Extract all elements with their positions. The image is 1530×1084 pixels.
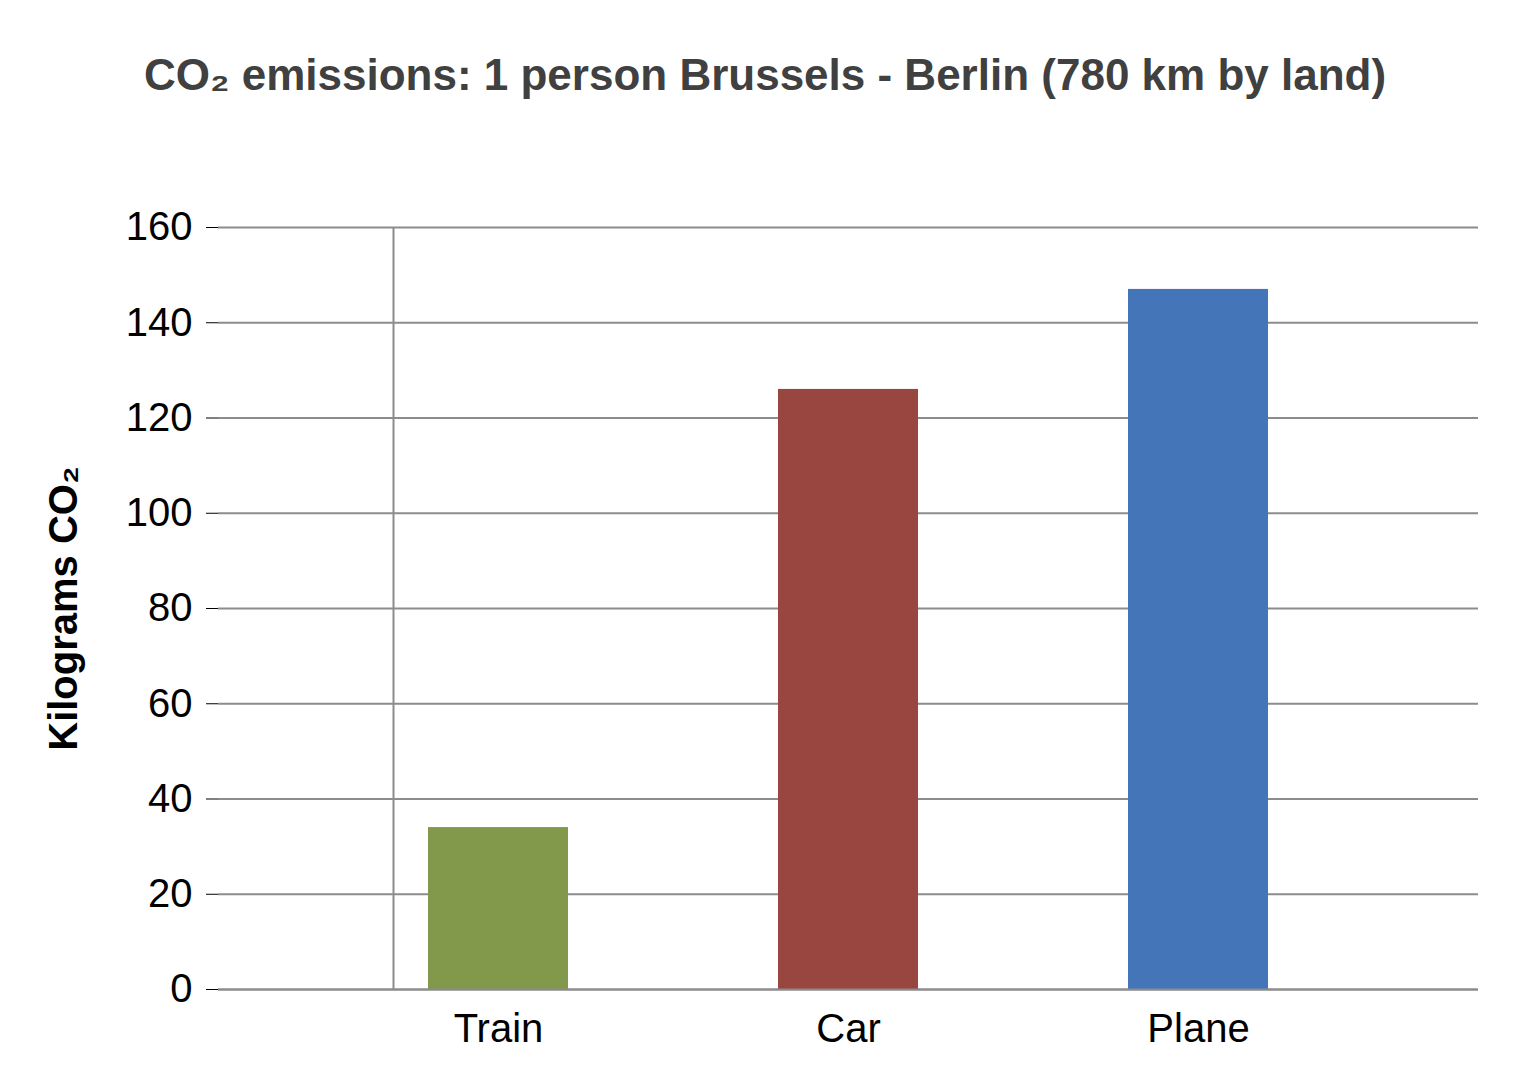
- svg-text:80: 80: [148, 585, 193, 629]
- svg-text:60: 60: [148, 681, 193, 725]
- svg-text:140: 140: [126, 300, 193, 344]
- svg-text:Train: Train: [454, 1006, 544, 1050]
- svg-text:Car: Car: [816, 1006, 880, 1050]
- svg-text:0: 0: [170, 966, 192, 1010]
- svg-text:Plane: Plane: [1147, 1006, 1249, 1050]
- svg-text:160: 160: [126, 204, 193, 248]
- svg-text:100: 100: [126, 490, 193, 534]
- svg-text:120: 120: [126, 395, 193, 439]
- svg-text:20: 20: [148, 871, 193, 915]
- svg-text:Kilograms CO₂: Kilograms CO₂: [41, 466, 85, 751]
- html-text:CO₂ emissions: 1 person Brusse: CO₂ emissions: 1 person Brussels - Berli…: [143, 50, 1387, 99]
- svg-text:40: 40: [148, 776, 193, 820]
